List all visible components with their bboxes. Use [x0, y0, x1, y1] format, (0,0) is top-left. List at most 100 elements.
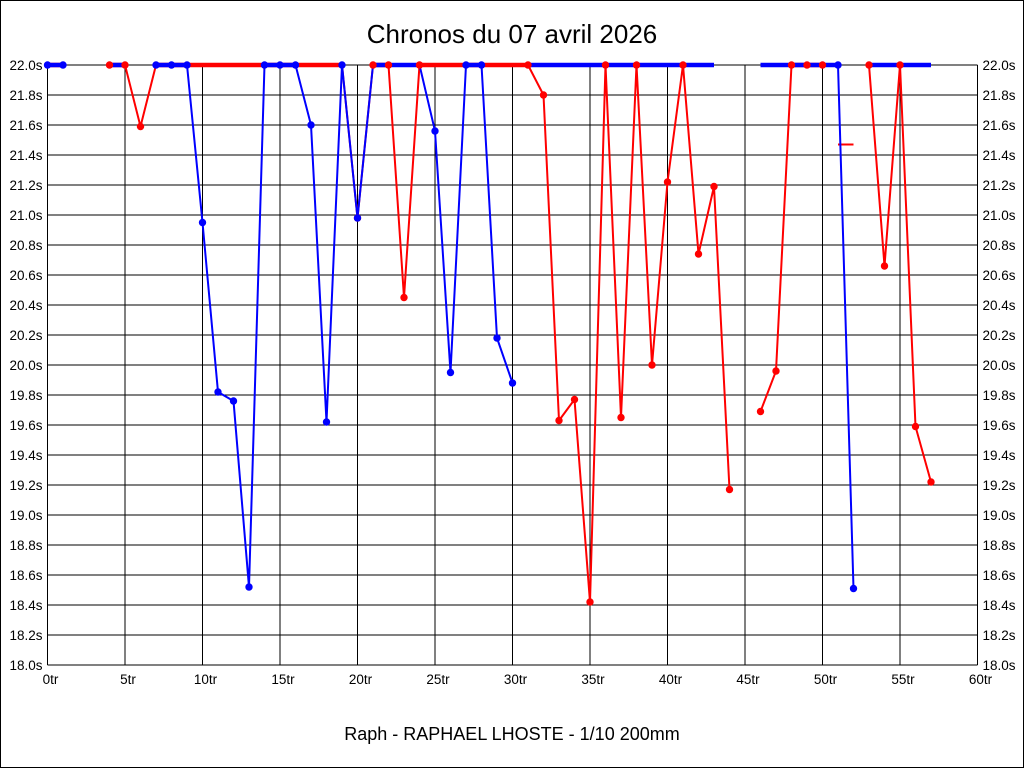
y-tick-label-right: 21.4s [983, 148, 1016, 163]
blue-driver-marker [493, 334, 501, 342]
y-tick-label-left: 18.2s [9, 628, 42, 643]
blue-driver-line-segment [156, 64, 514, 588]
blue-driver-marker [260, 61, 269, 69]
y-tick-label-left: 18.6s [9, 568, 42, 583]
x-tick-label: 55tr [891, 672, 915, 687]
chart-subtitle: Raph - RAPHAEL LHOSTE - 1/10 200mm [344, 724, 679, 744]
red-driver-marker [400, 293, 408, 302]
y-tick-label-left: 19.8s [9, 388, 42, 403]
blue-driver-marker [152, 61, 160, 69]
red-driver-marker [632, 61, 641, 69]
red-driver-marker [369, 61, 377, 69]
x-tick-label: 0tr [43, 672, 59, 687]
y-tick-label-right: 19.4s [983, 448, 1016, 463]
y-tick-label-left: 20.2s [9, 328, 42, 343]
y-tick-label-left: 21.2s [9, 178, 42, 193]
red-driver-marker [586, 598, 594, 606]
red-driver-marker [927, 478, 935, 486]
blue-driver-marker [477, 61, 486, 69]
blue-driver-marker [322, 418, 331, 426]
red-driver-marker [772, 367, 780, 375]
red-driver-marker [601, 61, 610, 69]
x-tick-label: 25tr [426, 672, 450, 687]
y-tick-label-right: 19.8s [983, 388, 1016, 403]
red-driver-marker [384, 61, 393, 69]
y-tick-label-right: 18.0s [983, 658, 1016, 673]
red-driver-marker [524, 61, 532, 69]
blue-driver-marker [508, 379, 517, 387]
y-tick-label-left: 21.4s [9, 148, 42, 163]
x-tick-label: 35tr [581, 672, 605, 687]
x-tick-label: 45tr [736, 672, 760, 687]
blue-driver-marker [353, 214, 362, 222]
y-tick-label-right: 18.6s [983, 568, 1016, 583]
red-driver-marker [865, 61, 873, 69]
red-driver-marker [648, 361, 656, 369]
y-tick-label-left: 22.0s [9, 58, 42, 73]
y-tick-label-left: 20.6s [9, 268, 42, 283]
blue-driver-marker [338, 61, 346, 69]
blue-driver-marker [59, 61, 67, 69]
blue-driver-marker [167, 61, 176, 69]
y-tick-label-right: 21.0s [983, 208, 1016, 223]
blue-driver-marker [183, 61, 191, 69]
y-tick-label-left: 18.4s [9, 598, 42, 613]
x-tick-label: 15tr [271, 672, 295, 687]
x-tick-label: 50tr [814, 672, 838, 687]
x-tick-label: 30tr [504, 672, 528, 687]
y-tick-label-right: 20.6s [983, 268, 1016, 283]
red-driver-marker [756, 407, 765, 416]
blue-driver-marker [229, 397, 238, 405]
x-tick-label: 60tr [969, 672, 993, 687]
plot-area: 18.0s 18.0s 18.2s 18.2s 18.4s 18.4s 18.6s 18.6s… [9, 58, 1015, 687]
red-driver-marker [617, 413, 625, 422]
y-tick-label-right: 21.8s [983, 88, 1016, 103]
y-tick-label-right: 20.8s [983, 238, 1016, 253]
blue-driver-marker [198, 218, 207, 227]
y-tick-label-right: 18.8s [983, 538, 1016, 553]
red-driver-marker [803, 61, 811, 69]
y-tick-label-left: 19.2s [9, 478, 42, 493]
red-driver-marker [105, 61, 114, 69]
chart-title: Chronos du 07 avril 2026 [367, 19, 658, 49]
x-tick-label: 5tr [120, 672, 136, 687]
y-tick-label-right: 20.0s [983, 358, 1016, 373]
y-tick-label-left: 19.4s [9, 448, 42, 463]
y-tick-label-left: 21.0s [9, 208, 42, 223]
red-driver-marker [570, 395, 579, 404]
red-driver-marker [880, 262, 889, 270]
y-tick-label-right: 20.4s [983, 298, 1016, 313]
red-driver-marker [896, 61, 904, 69]
blue-driver-marker [849, 584, 858, 593]
y-tick-label-left: 20.0s [9, 358, 42, 373]
red-driver-marker [911, 422, 920, 431]
red-driver-marker [679, 61, 687, 69]
y-tick-label-right: 19.0s [983, 508, 1016, 523]
x-tick-label: 20tr [349, 672, 373, 687]
red-driver-marker [725, 485, 734, 494]
red-driver-marker [555, 416, 563, 425]
blue-driver-marker [291, 61, 300, 69]
y-tick-label-right: 18.2s [983, 628, 1016, 643]
blue-driver-marker [276, 61, 284, 69]
red-driver-marker [415, 61, 424, 69]
y-tick-label-right: 18.4s [983, 598, 1016, 613]
red-driver-marker [818, 61, 827, 69]
x-tick-label: 40tr [659, 672, 683, 687]
y-tick-label-left: 19.6s [9, 418, 42, 433]
y-tick-label-left: 20.8s [9, 238, 42, 253]
red-driver-marker [694, 250, 703, 258]
y-tick-label-left: 19.0s [9, 508, 42, 523]
red-driver-marker [136, 122, 145, 131]
blue-driver-marker [307, 121, 315, 129]
y-tick-label-right: 19.6s [983, 418, 1016, 433]
blue-driver-marker [214, 388, 222, 396]
red-driver-marker [121, 61, 129, 69]
blue-driver-marker [446, 368, 455, 377]
y-tick-label-left: 20.4s [9, 298, 42, 313]
blue-driver-marker [431, 127, 439, 135]
red-driver-marker [710, 182, 718, 191]
y-tick-label-left: 18.0s [9, 658, 42, 673]
